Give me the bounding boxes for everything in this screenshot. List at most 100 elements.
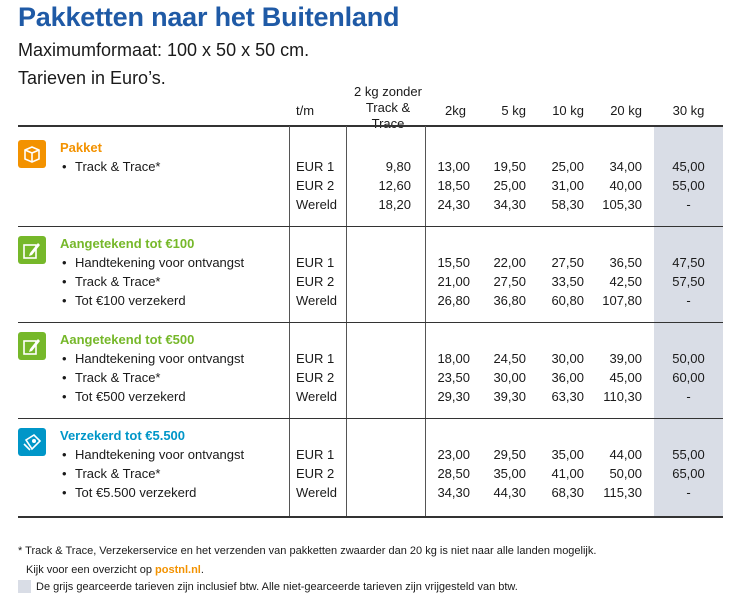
price-cell-w2: 26,80 <box>437 293 470 308</box>
price-cell-w2: 23,50 <box>437 370 470 385</box>
price-cell-w10: 58,30 <box>551 197 584 212</box>
box-icon <box>18 140 46 168</box>
price-cell-w2: 18,00 <box>437 351 470 366</box>
destination-zone: Wereld <box>296 293 337 308</box>
feature-bullet: • Tot €500 verzekerd <box>62 389 186 404</box>
price-cell-w10: 68,30 <box>551 485 584 500</box>
vat-included-column-shading <box>654 126 723 517</box>
pen-icon <box>18 236 46 264</box>
price-cell-w30: 60,00 <box>672 370 705 385</box>
feature-bullet: • Track & Trace* <box>62 274 161 289</box>
destination-zone: Wereld <box>296 485 337 500</box>
price-cell-w2: 15,50 <box>437 255 470 270</box>
price-cell-w30: 47,50 <box>672 255 705 270</box>
header-tm: t/m <box>296 103 315 118</box>
price-cell-w10: 25,00 <box>551 159 584 174</box>
postnl-link[interactable]: postnl.nl <box>155 564 201 576</box>
price-cell-c2: 18,20 <box>378 197 411 212</box>
grey-shading-swatch <box>18 580 31 593</box>
destination-zone: Wereld <box>296 197 337 212</box>
destination-zone: EUR 2 <box>296 370 335 385</box>
price-cell-w2: 23,00 <box>437 447 470 462</box>
price-cell-w30: 55,00 <box>672 447 705 462</box>
price-cell-w5: 22,00 <box>493 255 526 270</box>
destination-zone: EUR 2 <box>296 178 335 193</box>
currency-note: Tarieven in Euro’s. <box>18 68 166 88</box>
price-cell-w5: 30,00 <box>493 370 526 385</box>
price-cell-w2: 13,00 <box>437 159 470 174</box>
price-cell-w20: 36,50 <box>609 255 642 270</box>
price-cell-w10: 33,50 <box>551 274 584 289</box>
price-cell-w10: 31,00 <box>551 178 584 193</box>
price-cell-w2: 29,30 <box>437 389 470 404</box>
header-30kg: 30 kg <box>672 103 705 118</box>
section-divider <box>18 226 723 227</box>
price-cell-w5: 36,80 <box>493 293 526 308</box>
price-cell-w30: - <box>686 293 691 308</box>
price-cell-w5: 39,30 <box>493 389 526 404</box>
footnote-availability: * Track & Trace, Verzekerservice en het … <box>18 545 597 557</box>
price-cell-w20: 50,00 <box>609 466 642 481</box>
destination-zone: EUR 1 <box>296 351 335 366</box>
price-cell-w20: 44,00 <box>609 447 642 462</box>
price-cell-w2: 18,50 <box>437 178 470 193</box>
price-cell-w10: 36,00 <box>551 370 584 385</box>
price-cell-w2: 21,00 <box>437 274 470 289</box>
price-cell-w20: 110,30 <box>603 389 642 404</box>
price-cell-w30: 50,00 <box>672 351 705 366</box>
feature-bullet: • Tot €100 verzekerd <box>62 293 186 308</box>
column-divider <box>346 126 347 517</box>
price-cell-w20: 105,30 <box>602 197 642 212</box>
price-cell-w20: 45,00 <box>609 370 642 385</box>
price-cell-w2: 24,30 <box>437 197 470 212</box>
price-cell-w30: - <box>686 197 691 212</box>
price-cell-w30: 45,00 <box>672 159 705 174</box>
price-cell-w30: 65,00 <box>672 466 705 481</box>
price-cell-w10: 41,00 <box>551 466 584 481</box>
column-divider <box>289 126 290 517</box>
price-cell-w30: 55,00 <box>672 178 705 193</box>
price-cell-w5: 29,50 <box>493 447 526 462</box>
feature-bullet: • Handtekening voor ontvangst <box>62 255 245 270</box>
header-20kg: 20 kg <box>610 103 642 118</box>
price-cell-w20: 40,00 <box>609 178 642 193</box>
feature-bullet: • Track & Trace* <box>62 159 161 174</box>
price-cell-w20: 42,50 <box>609 274 642 289</box>
price-cell-w2: 34,30 <box>437 485 470 500</box>
price-cell-w5: 19,50 <box>493 159 526 174</box>
header-5kg: 5 kg <box>501 103 526 118</box>
section-title: Verzekerd tot €5.500 <box>60 428 186 443</box>
price-cell-w10: 27,50 <box>551 255 584 270</box>
destination-zone: EUR 1 <box>296 159 335 174</box>
header-2kg: 2kg <box>445 103 466 118</box>
price-cell-w5: 44,30 <box>493 485 526 500</box>
destination-zone: Wereld <box>296 389 337 404</box>
destination-zone: EUR 1 <box>296 447 335 462</box>
price-cell-w30: - <box>686 389 691 404</box>
feature-bullet: • Handtekening voor ontvangst <box>62 447 245 462</box>
section-divider <box>18 418 723 419</box>
destination-zone: EUR 2 <box>296 466 335 481</box>
price-cell-w2: 28,50 <box>437 466 470 481</box>
price-cell-w5: 35,00 <box>493 466 526 481</box>
price-cell-w20: 34,00 <box>609 159 642 174</box>
price-cell-c2: 12,60 <box>378 178 411 193</box>
feature-bullet: • Handtekening voor ontvangst <box>62 351 245 366</box>
price-cell-w10: 63,30 <box>551 389 584 404</box>
table-bottom-rule <box>18 516 723 518</box>
table-top-rule <box>18 125 723 127</box>
feature-bullet: • Tot €5.500 verzekerd <box>62 485 197 500</box>
destination-zone: EUR 2 <box>296 274 335 289</box>
price-cell-w20: 115,30 <box>603 485 642 500</box>
column-divider <box>425 126 426 517</box>
feature-bullet: • Track & Trace* <box>62 466 161 481</box>
price-cell-w20: 107,80 <box>602 293 642 308</box>
feature-bullet: • Track & Trace* <box>62 370 161 385</box>
price-cell-w10: 35,00 <box>551 447 584 462</box>
price-cell-w30: - <box>686 485 691 500</box>
header-10kg: 10 kg <box>552 103 584 118</box>
price-cell-w30: 57,50 <box>672 274 705 289</box>
price-cell-w5: 25,00 <box>493 178 526 193</box>
max-size-note: Maximumformaat: 100 x 50 x 50 cm. <box>18 40 310 60</box>
section-title: Pakket <box>60 140 102 155</box>
